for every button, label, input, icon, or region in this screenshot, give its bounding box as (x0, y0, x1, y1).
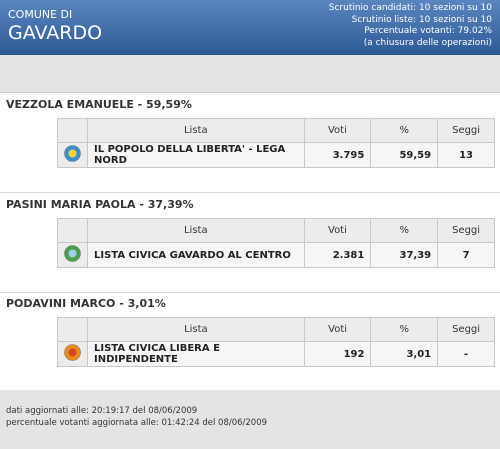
header-title: GAVARDO (8, 22, 103, 44)
table-cell: 37,39 (370, 242, 439, 268)
table-cell: 59,59 (370, 142, 439, 168)
footer-line: dati aggiornati alle: 20:19:17 del 08/06… (6, 406, 198, 416)
results-table: Lista Voti% Seggi LISTA CIVICA LIBERA E IN… (57, 317, 495, 367)
party-logo (64, 344, 81, 361)
header-info: Scrutinio candidati: 10 sezioni su 10 Sc… (329, 3, 492, 49)
table-cell: 13 (437, 142, 495, 168)
table-header: Lista Voti% Seggi (57, 218, 495, 243)
table-cell: - (437, 341, 495, 367)
column-header: % (370, 317, 439, 342)
column-header: Seggi (437, 317, 495, 342)
column-header: Voti (303, 317, 372, 342)
candidate-section: PASINI MARIA PAOLA - 37,39% Lista Voti% Se… (0, 192, 500, 293)
column-header: Lista (87, 118, 305, 143)
table-row: LISTA CIVICA GAVARDO AL CENTRO 2.381 37,39… (57, 242, 495, 268)
candidate-heading: VEZZOLA EMANUELE - 59,59% (6, 98, 192, 111)
candidate-heading: PODAVINI MARCO - 3,01% (6, 297, 166, 310)
header: COMUNE DI GAVARDO Scrutinio candidati: 1… (0, 0, 500, 55)
footer: dati aggiornati alle: 20:19:17 del 08/06… (0, 390, 500, 449)
logo-cell (57, 118, 88, 143)
candidate-section: VEZZOLA EMANUELE - 59,59% Lista Voti% Segg… (0, 92, 500, 193)
table-cell: 3,01 (370, 341, 439, 367)
info-line: Percentuale votanti: 79.02% (364, 26, 492, 36)
results-table: Lista Voti% Seggi IL POPOLO DELLA LIBERTA'… (57, 118, 495, 168)
column-header: Voti (303, 218, 372, 243)
table-cell: IL POPOLO DELLA LIBERTA' - LEGA NORD (87, 142, 305, 168)
candidate-heading: PASINI MARIA PAOLA - 37,39% (6, 198, 194, 211)
column-header: % (370, 218, 439, 243)
logo-cell (57, 341, 88, 367)
logo-cell (57, 218, 88, 243)
info-line: Scrutinio candidati: 10 sezioni su 10 (328, 3, 492, 13)
column-header: Voti (303, 118, 372, 143)
table-header: Lista Voti% Seggi (57, 317, 495, 342)
column-header: Lista (87, 317, 305, 342)
column-header: % (370, 118, 439, 143)
logo-cell (57, 242, 88, 268)
table-cell: LISTA CIVICA LIBERA E INDIPENDENTE (87, 341, 305, 367)
table-row: LISTA CIVICA LIBERA E INDIPENDENTE 192 3,0… (57, 341, 495, 367)
table-cell: 2.381 (303, 242, 372, 268)
info-line: Scrutinio liste: 10 sezioni su 10 (351, 14, 492, 25)
info-line: (a chiusura delle operazioni) (363, 37, 492, 48)
column-header: Seggi (437, 118, 495, 143)
party-logo (64, 245, 81, 262)
logo-cell (57, 142, 88, 168)
table-row: IL POPOLO DELLA LIBERTA' - LEGA NORD 3.79… (57, 142, 495, 168)
gray-band (0, 55, 500, 93)
column-header: Lista (87, 218, 305, 243)
results-table: Lista Voti% Seggi LISTA CIVICA GAVARDO AL … (57, 218, 495, 268)
party-logo (64, 145, 81, 162)
column-header: Seggi (437, 218, 495, 243)
header-pre-title: COMUNE DI (8, 8, 73, 21)
table-cell: 7 (437, 242, 495, 268)
table-cell: 3.795 (303, 142, 372, 168)
table-cell: 192 (303, 341, 372, 367)
table-header: Lista Voti% Seggi (57, 118, 495, 143)
candidate-section: PODAVINI MARCO - 3,01% Lista Voti% Seggi L… (0, 291, 500, 392)
logo-cell (57, 317, 88, 342)
table-cell: LISTA CIVICA GAVARDO AL CENTRO (87, 242, 305, 268)
footer-line: percentuale votanti aggiornata alle: 01:… (6, 418, 268, 428)
